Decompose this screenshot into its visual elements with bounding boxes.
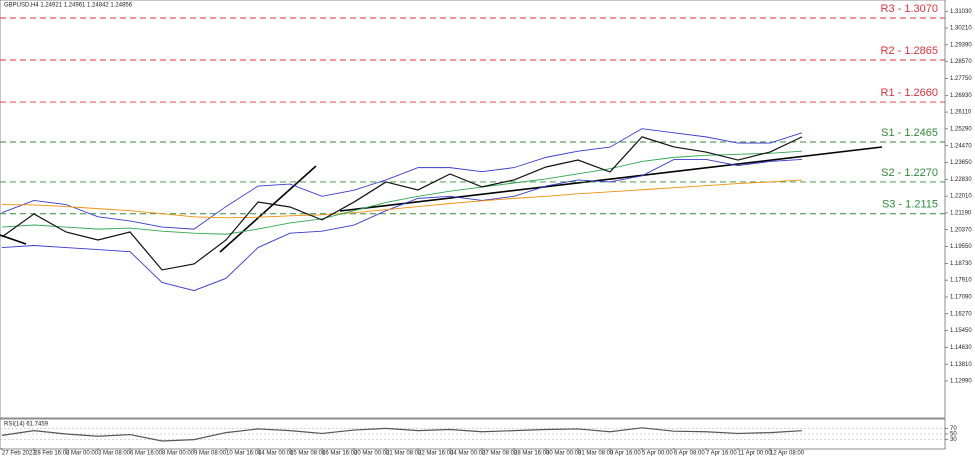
x-tick-label: 16 Mar 16:00 [322,451,358,456]
y-tick-label: 1.12990 [950,379,972,385]
x-tick-label: 20 Mar 00:00 [354,451,390,456]
x-tick-label: 30 Mar 00:00 [546,451,582,456]
x-tick-label: 11 Apr 00:00 [738,451,772,456]
y-tick-label: 1.31030 [950,9,972,15]
level-label: R1 - 1.2660 [881,87,938,99]
y-tick-label: 1.19550 [950,244,972,250]
x-tick-label: 9 Mar 08:00 [194,451,227,456]
y-tick-label: 1.16270 [950,311,972,317]
x-tick-label: 12 Apr 08:00 [770,451,805,456]
price-line [1,179,803,219]
main-panel [0,0,946,419]
level-label: R2 - 1.2865 [881,45,938,57]
price-line [1,128,803,230]
x-tick-label: 10 Mar 16:00 [226,451,262,456]
price-line [1,136,803,271]
trend-line [0,234,27,245]
y-tick-label: 1.15450 [950,328,972,334]
y-tick-label: 1.22830 [950,177,972,183]
y-tick-label: 1.26110 [950,110,972,116]
y-tick-label: 1.26930 [950,93,972,99]
rsi-title: RSI(14) 61.7459 [4,422,49,428]
level-label: S2 - 1.2270 [881,167,938,179]
y-tick-label: 1.17910 [950,278,972,284]
y-tick-label: 50 [950,432,957,438]
price-line [1,150,803,235]
y-tick-label: 1.28570 [950,59,972,65]
x-tick-label: 21 Mar 08:00 [386,451,422,456]
y-tick-label: 1.21190 [950,210,972,216]
y-tick-label: 1.24470 [950,143,972,149]
x-tick-label: 27 Mar 08:00 [482,451,518,456]
level-label: R3 - 1.3070 [881,3,938,15]
y-tick-label: 1.27750 [950,76,972,82]
y-tick-label: 1.20370 [950,227,972,233]
y-tick-label: 30 [950,437,957,443]
y-tick-label: 1.30210 [950,26,972,32]
x-tick-label: 7 Apr 16:00 [706,451,737,456]
x-tick-label: 3 Mar 08:00 [98,451,131,456]
price-line [1,158,803,292]
x-tick-label: 28 Mar 16:00 [514,451,550,456]
x-tick-label: 31 Mar 08:00 [578,451,614,456]
x-tick-label: 22 Mar 16:00 [418,451,454,456]
y-tick-label: 70 [950,426,957,432]
y-tick-label: 1.13810 [950,362,972,368]
y-tick-label: 1.18730 [950,261,972,267]
price-line [1,427,803,442]
y-tick-label: 1.17090 [950,295,972,301]
chart-title: GBPUSD,H4 1.24921 1.24961 1.24842 1.2485… [4,3,133,9]
x-tick-label: 3 Apr 16:00 [610,451,641,456]
y-tick-label: 1.29390 [950,42,972,48]
level-label: S3 - 1.2115 [882,199,938,211]
x-tick-label: 24 Mar 00:00 [450,451,486,456]
x-tick-label: 5 Apr 00:00 [642,451,673,456]
level-label: S1 - 1.2465 [881,127,938,139]
x-tick-label: 15 Mar 08:00 [290,451,326,456]
y-tick-label: 1.25290 [950,126,972,132]
x-tick-label: 8 Mar 00:00 [162,451,195,456]
x-tick-label: 2 Mar 00:00 [66,451,99,456]
x-tick-label: 27 Feb 2023 [2,451,36,456]
trend-line [219,165,317,253]
x-tick-label: 6 Apr 08:00 [674,451,705,456]
y-tick-label: 1.23650 [950,160,972,166]
y-tick-label: 1.22010 [950,194,972,200]
x-tick-label: 28 Feb 16:00 [34,451,70,456]
trend-line [339,146,883,212]
x-tick-label: 6 Mar 16:00 [130,451,163,456]
y-tick-label: 1.14630 [950,345,972,351]
x-tick-label: 14 Mar 00:00 [258,451,294,456]
